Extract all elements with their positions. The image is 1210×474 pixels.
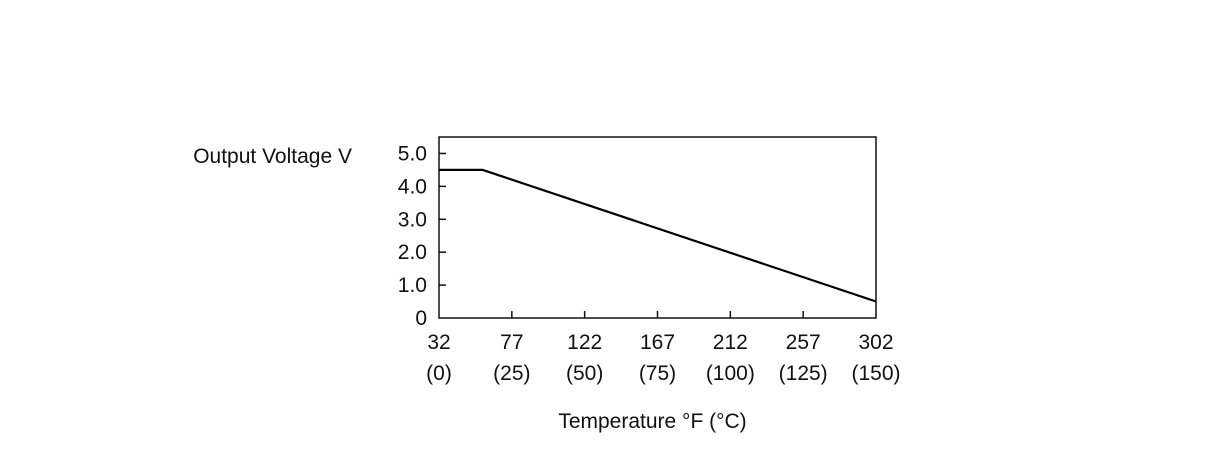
x-tick-label-fahrenheit: 302 — [858, 331, 893, 354]
y-tick-label: 5.0 — [398, 142, 427, 165]
y-tick-label: 0 — [415, 307, 427, 330]
series-line — [439, 168, 877, 303]
x-tick-label-celsius: (150) — [851, 362, 900, 385]
x-tick-label-fahrenheit: 122 — [567, 331, 602, 354]
x-axis-ticks: 32 (0) 77 (25) 122 (50) 167 (75) 212 (100) 257 (125… — [426, 311, 901, 385]
x-tick-label-celsius: (100) — [706, 362, 755, 385]
y-tick-label: 4.0 — [398, 175, 427, 198]
x-tick-label-fahrenheit: 77 — [500, 331, 523, 354]
x-tick-label-celsius: (125) — [779, 362, 828, 385]
x-tick-label-celsius: (25) — [493, 362, 530, 385]
x-tick-label-fahrenheit: 32 — [427, 331, 450, 354]
x-axis-title: Temperature °F (°C) — [558, 410, 746, 433]
y-tick-label: 3.0 — [398, 208, 427, 231]
x-tick-label-celsius: (0) — [426, 362, 452, 385]
x-tick-label-fahrenheit: 257 — [786, 331, 821, 354]
y-tick-label: 1.0 — [398, 274, 427, 297]
x-tick-label-fahrenheit: 212 — [713, 331, 748, 354]
y-axis-title: Output Voltage V — [193, 145, 352, 168]
y-tick-label: 2.0 — [398, 241, 427, 264]
x-tick-label-celsius: (50) — [566, 362, 603, 385]
x-tick-label-fahrenheit: 167 — [640, 331, 675, 354]
x-tick-label-celsius: (75) — [639, 362, 676, 385]
y-axis-ticks: 0 1.0 2.0 3.0 4.0 5.0 — [398, 142, 446, 330]
